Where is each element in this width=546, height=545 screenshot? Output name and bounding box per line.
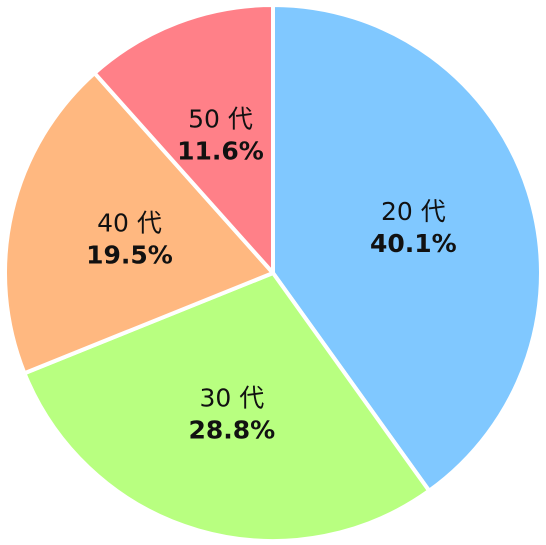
- slice-value-label: 28.8%: [189, 416, 276, 445]
- pie-slice: [271, 3, 543, 493]
- slice-value-label: 40.1%: [370, 229, 457, 258]
- slice-category-label: 20 代: [381, 197, 446, 226]
- slice-category-label: 50 代: [188, 104, 253, 133]
- pie-slice: [22, 271, 432, 543]
- slice-category-label: 40 代: [97, 208, 162, 237]
- slice-value-label: 11.6%: [177, 136, 264, 165]
- pie-slice: [3, 71, 275, 376]
- slice-category-label: 30 代: [199, 384, 264, 413]
- pie-slice: [92, 3, 275, 275]
- slice-value-label: 19.5%: [86, 240, 173, 269]
